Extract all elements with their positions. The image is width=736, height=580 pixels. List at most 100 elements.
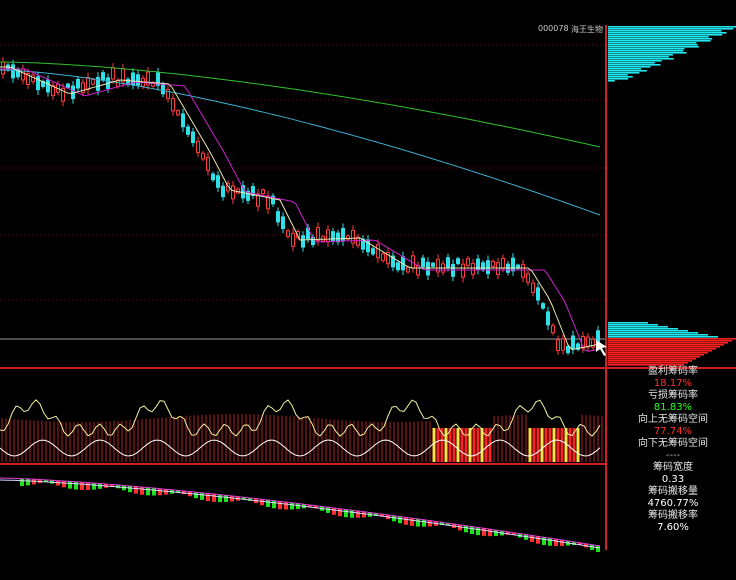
candle <box>316 227 320 241</box>
flow-bar <box>200 492 204 500</box>
candle <box>406 266 410 273</box>
hist-bar <box>608 36 709 38</box>
flow-bar <box>182 490 186 495</box>
flow-bar <box>470 526 474 534</box>
candle <box>371 248 375 255</box>
candle <box>156 72 160 86</box>
hist-bar <box>608 54 673 56</box>
flow-bar <box>278 501 282 510</box>
candle <box>576 343 580 350</box>
hist-bar <box>608 38 713 40</box>
stat-value: 18.17% <box>653 378 693 389</box>
flow-bar <box>428 520 432 527</box>
flow-bar <box>548 537 552 546</box>
hist-bar <box>608 332 698 334</box>
flow-bar <box>458 524 462 531</box>
candle <box>386 252 390 265</box>
hist-bar <box>608 328 678 330</box>
candle <box>281 216 285 230</box>
candle <box>231 185 235 200</box>
hist-bar <box>608 60 662 62</box>
candle <box>261 189 265 195</box>
flow-bar <box>362 511 366 518</box>
candle <box>221 185 225 198</box>
hist-bar <box>608 56 669 58</box>
flow-bar <box>224 495 228 502</box>
candle <box>331 231 335 242</box>
candle <box>446 257 450 268</box>
indicator-line <box>0 399 601 437</box>
flow-bar <box>308 504 312 508</box>
flow-bar <box>404 517 408 525</box>
candle <box>136 74 140 86</box>
flow-bar <box>260 499 264 506</box>
hist-bar <box>608 46 699 48</box>
flow-bar <box>572 541 576 545</box>
flow-bar <box>380 513 384 517</box>
candle <box>536 287 540 301</box>
candle <box>146 71 150 86</box>
hist-bar <box>608 344 724 346</box>
candle <box>421 257 425 268</box>
hist-bar <box>608 42 697 44</box>
candle <box>491 260 495 267</box>
hist-bar <box>608 348 716 350</box>
candle <box>271 195 275 205</box>
candle <box>561 338 565 351</box>
flow-bar <box>506 531 510 535</box>
flow-bar <box>374 513 378 516</box>
candle <box>301 235 305 248</box>
ma-line <box>0 69 601 216</box>
flow-bar <box>560 539 564 547</box>
candle <box>396 262 400 271</box>
grid <box>0 44 606 301</box>
flow-bar <box>128 485 132 493</box>
candle <box>166 88 170 100</box>
flow-bar <box>398 516 402 524</box>
candle <box>326 229 330 243</box>
flow-bar <box>212 493 216 502</box>
hist-bar <box>608 364 684 366</box>
flow-bar <box>476 527 480 536</box>
candle <box>186 126 190 135</box>
hist-bar <box>608 48 685 50</box>
stat-value: 77.74% <box>653 426 693 437</box>
flow-bar <box>494 529 498 536</box>
flow-line <box>0 479 601 549</box>
flow-bar <box>440 522 444 526</box>
candle <box>546 311 550 326</box>
candle <box>91 79 95 85</box>
ma-line <box>0 66 601 351</box>
stat-label: 筹码宽度 <box>653 462 693 473</box>
hist-bar <box>608 322 648 324</box>
candle <box>101 72 105 81</box>
candle <box>426 261 430 276</box>
flow-bar <box>248 497 252 501</box>
candle <box>66 83 70 88</box>
flow-bar <box>410 517 414 526</box>
flow-bar <box>290 502 294 510</box>
hist-bar <box>608 30 722 32</box>
hist-bar <box>608 324 658 326</box>
hist-bar <box>608 58 674 60</box>
hist-bar <box>608 50 684 52</box>
candle <box>111 67 115 80</box>
flow-bar <box>80 482 84 491</box>
hist-bar <box>608 80 615 82</box>
candle <box>51 85 55 97</box>
flow-bar <box>164 489 168 495</box>
hist-bar <box>608 362 688 364</box>
candle <box>541 303 545 309</box>
flow-bar <box>92 482 96 490</box>
flow-bar <box>344 509 348 518</box>
candle <box>131 72 135 86</box>
flow-bar <box>284 501 288 510</box>
flow-bar <box>554 538 558 547</box>
candle <box>481 262 485 270</box>
candle <box>291 232 295 247</box>
candle <box>501 257 505 269</box>
flow-bar <box>242 497 246 500</box>
hist-bar <box>608 62 655 64</box>
hist-bar <box>608 40 711 42</box>
